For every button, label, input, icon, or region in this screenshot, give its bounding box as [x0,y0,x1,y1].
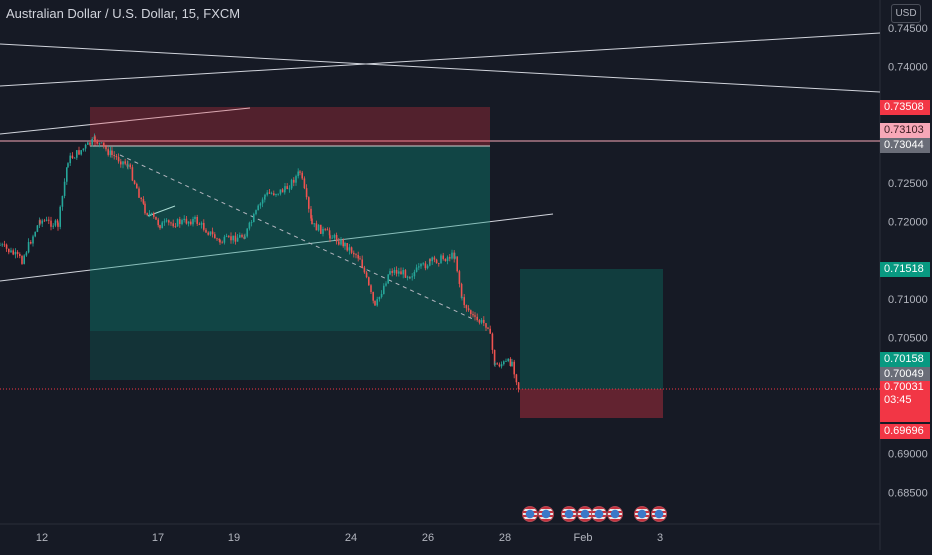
current-price-tag: 0.70031 03:45 [880,381,930,422]
currency-button[interactable]: USD [891,4,921,23]
time-tick-label: 24 [345,532,357,544]
trend-line[interactable] [147,205,176,217]
price-tag: 0.73103 [880,123,930,138]
price-tick-label: 0.72500 [888,178,928,190]
us-flag-icon[interactable] [561,506,577,522]
us-flag-icon[interactable] [607,506,623,522]
time-tick-label: 3 [657,532,663,544]
time-tick-label: 17 [152,532,164,544]
price-tag: 0.71518 [880,262,930,277]
us-flag-icon[interactable] [591,506,607,522]
trend-line[interactable] [0,107,251,135]
symbol-title[interactable]: Australian Dollar / U.S. Dollar, 15, FXC… [6,6,241,21]
time-tick-label: Feb [574,532,593,544]
price-tick-label: 0.69000 [888,449,928,461]
price-tag: 0.73508 [880,100,930,115]
short-position-stop-zone [90,107,490,146]
trend-line[interactable] [0,213,554,282]
bar-countdown: 03:45 [884,394,912,406]
time-tick-label: 19 [228,532,240,544]
price-tag: 0.73044 [880,138,930,153]
us-flag-icon[interactable] [634,506,650,522]
price-tick-label: 0.68500 [888,487,928,499]
price-tag: 0.70158 [880,352,930,367]
price-tick-label: 0.70500 [888,333,928,345]
us-flag-icon[interactable] [538,506,554,522]
price-tag: 0.69696 [880,424,930,439]
price-tick-label: 0.74500 [888,23,928,35]
us-flag-icon[interactable] [651,506,667,522]
price-tick-label: 0.74000 [888,62,928,74]
time-tick-label: 28 [499,532,511,544]
current-price-value: 0.70031 [884,381,924,393]
time-tick-label: 12 [36,532,48,544]
us-flag-icon[interactable] [522,506,538,522]
position-target-zone [520,269,663,389]
price-tick-label: 0.72000 [888,217,928,229]
time-tick-label: 26 [422,532,434,544]
price-tick-label: 0.71000 [888,294,928,306]
trend-line[interactable] [0,43,881,93]
short-position-target-zone [90,146,490,331]
projection-line [119,154,476,321]
price-tag: 0.70049 [880,367,930,382]
position-stop-zone [520,389,663,418]
candlestick-series [0,133,520,393]
trend-line[interactable] [0,32,881,87]
